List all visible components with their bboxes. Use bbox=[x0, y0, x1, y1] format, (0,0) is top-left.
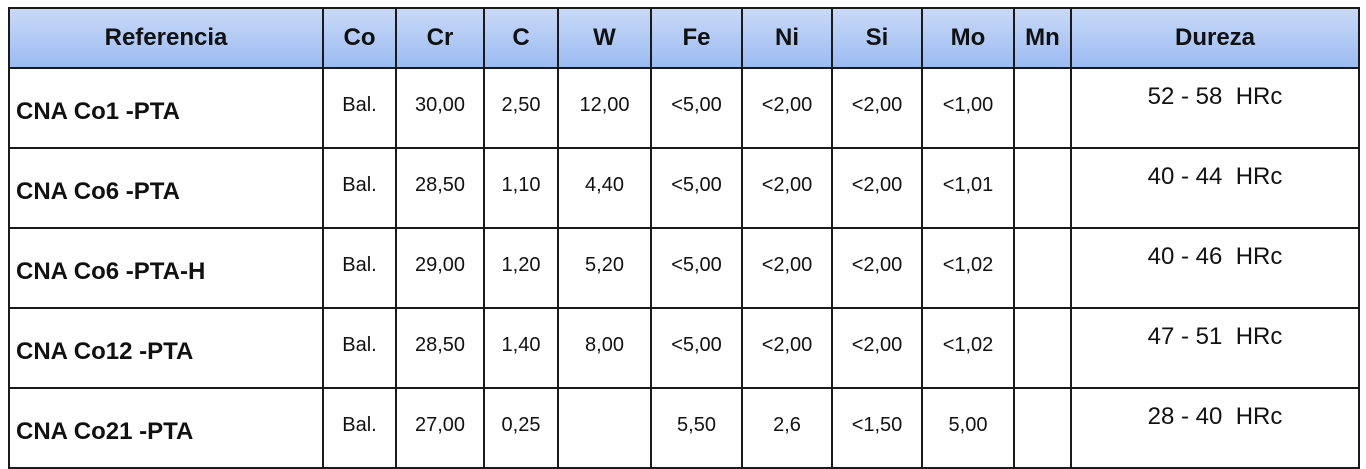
value-cell: 8,00 bbox=[557, 307, 652, 389]
hardness-cell: 47 - 51 HRc bbox=[1070, 307, 1360, 389]
header-cell: Cr bbox=[395, 7, 485, 69]
value-cell bbox=[557, 387, 652, 469]
page: {"table": { "header": ["Referencia", "Co… bbox=[8, 7, 1360, 469]
header-cell: Mn bbox=[1013, 7, 1072, 69]
value-cell: 1,10 bbox=[483, 147, 559, 229]
value-cell: 30,00 bbox=[395, 67, 485, 149]
value-cell: Bal. bbox=[322, 67, 397, 149]
header-cell: Referencia bbox=[8, 7, 324, 69]
reference-cell: CNA Co12 -PTA bbox=[8, 307, 324, 389]
value-cell: 2,6 bbox=[741, 387, 833, 469]
value-cell bbox=[1013, 67, 1072, 149]
hardness-cell: 40 - 44 HRc bbox=[1070, 147, 1360, 229]
hardness-cell: 52 - 58 HRc bbox=[1070, 67, 1360, 149]
value-cell: <2,00 bbox=[741, 307, 833, 389]
value-cell: <2,00 bbox=[831, 227, 923, 309]
table-body: CNA Co1 -PTA Bal. 30,00 2,50 12,00 <5,00 <2,00… bbox=[8, 67, 1360, 469]
header-cell: C bbox=[483, 7, 559, 69]
value-cell: <5,00 bbox=[650, 307, 743, 389]
value-cell bbox=[1013, 307, 1072, 389]
alloy-table: Referencia Co Cr C W Fe Ni Si Mo Mn Dureza CNA Co1… bbox=[8, 7, 1360, 469]
value-cell: 5,20 bbox=[557, 227, 652, 309]
value-cell: 1,40 bbox=[483, 307, 559, 389]
header-cell: Si bbox=[831, 7, 923, 69]
hardness-cell: 28 - 40 HRc bbox=[1070, 387, 1360, 469]
value-cell: 12,00 bbox=[557, 67, 652, 149]
value-cell: <2,00 bbox=[831, 67, 923, 149]
value-cell: 27,00 bbox=[395, 387, 485, 469]
reference-cell: CNA Co21 -PTA bbox=[8, 387, 324, 469]
header-cell: W bbox=[557, 7, 652, 69]
value-cell: 5,00 bbox=[921, 387, 1015, 469]
reference-cell: CNA Co1 -PTA bbox=[8, 67, 324, 149]
header-cell: Co bbox=[322, 7, 397, 69]
value-cell: Bal. bbox=[322, 147, 397, 229]
value-cell: 0,25 bbox=[483, 387, 559, 469]
value-cell: <1,02 bbox=[921, 227, 1015, 309]
reference-cell: CNA Co6 -PTA bbox=[8, 147, 324, 229]
header-cell: Ni bbox=[741, 7, 833, 69]
value-cell bbox=[1013, 147, 1072, 229]
table-row: CNA Co6 -PTA Bal. 28,50 1,10 4,40 <5,00 <2,00 <… bbox=[8, 147, 1360, 229]
value-cell: 28,50 bbox=[395, 307, 485, 389]
value-cell: <1,00 bbox=[921, 67, 1015, 149]
value-cell: <2,00 bbox=[741, 67, 833, 149]
header-row: Referencia Co Cr C W Fe Ni Si Mo Mn Dureza bbox=[8, 7, 1360, 69]
value-cell: <5,00 bbox=[650, 147, 743, 229]
table-row: CNA Co1 -PTA Bal. 30,00 2,50 12,00 <5,00 <2,00… bbox=[8, 67, 1360, 149]
reference-cell: CNA Co6 -PTA-H bbox=[8, 227, 324, 309]
value-cell: 1,20 bbox=[483, 227, 559, 309]
value-cell bbox=[1013, 387, 1072, 469]
value-cell: 5,50 bbox=[650, 387, 743, 469]
value-cell: <2,00 bbox=[741, 227, 833, 309]
table-row: CNA Co12 -PTA Bal. 28,50 1,40 8,00 <5,00 <2,00… bbox=[8, 307, 1360, 389]
value-cell: <1,50 bbox=[831, 387, 923, 469]
value-cell: 29,00 bbox=[395, 227, 485, 309]
value-cell: <5,00 bbox=[650, 67, 743, 149]
table-row: CNA Co21 -PTA Bal. 27,00 0,25 5,50 2,6 <1,50 5,… bbox=[8, 387, 1360, 469]
value-cell: 28,50 bbox=[395, 147, 485, 229]
header-cell: Fe bbox=[650, 7, 743, 69]
value-cell: <2,00 bbox=[831, 147, 923, 229]
hardness-cell: 40 - 46 HRc bbox=[1070, 227, 1360, 309]
header-cell: Dureza bbox=[1070, 7, 1360, 69]
header-cell: Mo bbox=[921, 7, 1015, 69]
value-cell: <2,00 bbox=[741, 147, 833, 229]
value-cell: 2,50 bbox=[483, 67, 559, 149]
value-cell: 4,40 bbox=[557, 147, 652, 229]
table-container: Referencia Co Cr C W Fe Ni Si Mo Mn Dureza CNA Co1… bbox=[8, 7, 1360, 469]
value-cell bbox=[1013, 227, 1072, 309]
table-row: CNA Co6 -PTA-H Bal. 29,00 1,20 5,20 <5,00 <2,0… bbox=[8, 227, 1360, 309]
value-cell: <5,00 bbox=[650, 227, 743, 309]
value-cell: <1,02 bbox=[921, 307, 1015, 389]
value-cell: <1,01 bbox=[921, 147, 1015, 229]
value-cell: <2,00 bbox=[831, 307, 923, 389]
value-cell: Bal. bbox=[322, 227, 397, 309]
value-cell: Bal. bbox=[322, 307, 397, 389]
value-cell: Bal. bbox=[322, 387, 397, 469]
